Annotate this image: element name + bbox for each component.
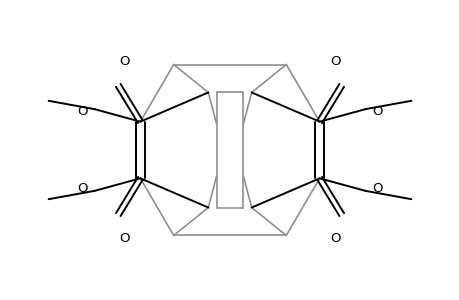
Text: O: O [78,182,88,195]
Text: O: O [119,55,130,68]
Text: O: O [329,232,340,245]
Text: O: O [78,105,88,118]
Text: O: O [329,55,340,68]
Text: O: O [371,105,381,118]
Text: O: O [371,182,381,195]
Text: O: O [119,232,130,245]
